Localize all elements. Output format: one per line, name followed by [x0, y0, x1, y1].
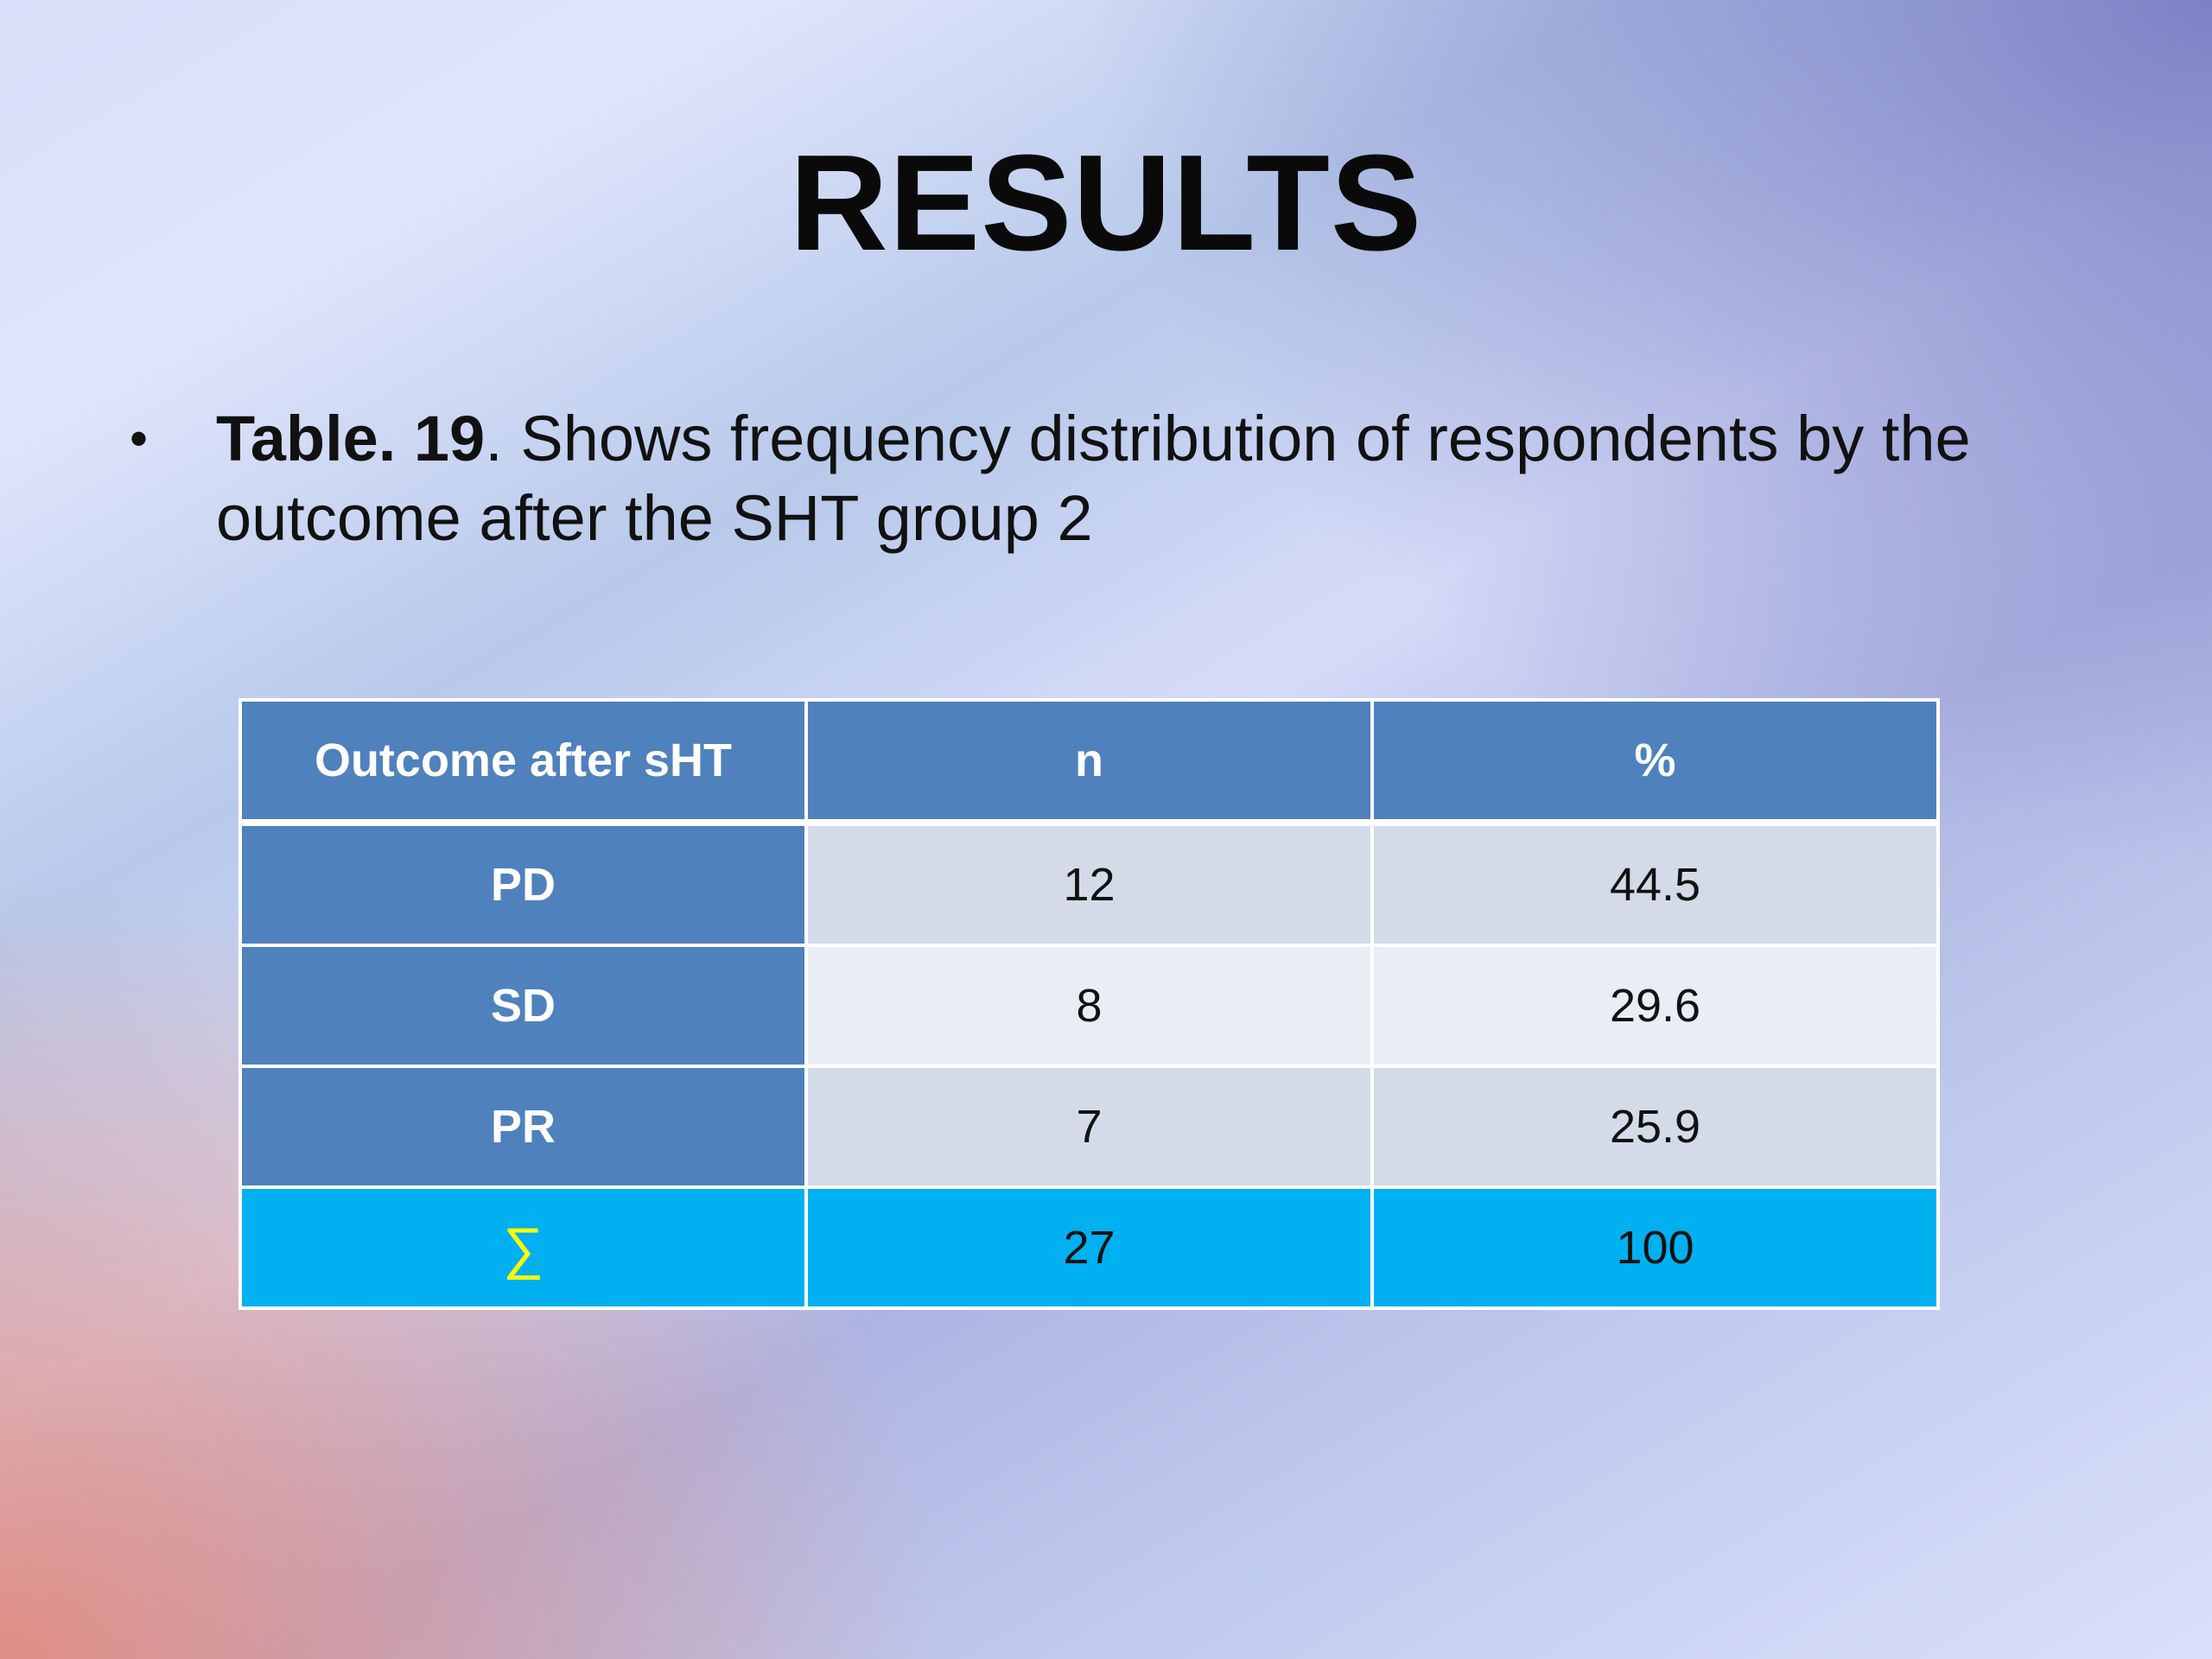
- row-n-value: 8: [804, 944, 1374, 1068]
- bullet-marker: •: [130, 410, 149, 467]
- total-percent-value: 100: [1370, 1185, 1940, 1310]
- bullet-text: Table. 19. Shows frequency distribution …: [216, 399, 2100, 558]
- table-caption: . Shows frequency distribution of respon…: [216, 403, 1971, 554]
- header-percent: %: [1370, 698, 1940, 826]
- outcome-table: Outcome after sHT n % PD 12 44.5 SD 8 29…: [238, 698, 1940, 1310]
- table-row: PR 7 25.9: [238, 1065, 1940, 1189]
- row-percent-value: 29.6: [1370, 944, 1940, 1068]
- total-n-value: 27: [804, 1185, 1374, 1310]
- row-outcome-label: PD: [238, 821, 808, 947]
- table-header-row: Outcome after sHT n %: [238, 698, 1940, 826]
- table-total-row: ∑ 27 100: [238, 1185, 1940, 1310]
- row-n-value: 12: [804, 821, 1374, 947]
- row-outcome-label: SD: [238, 944, 808, 1068]
- table-row: PD 12 44.5: [238, 821, 1940, 947]
- row-n-value: 7: [804, 1065, 1374, 1189]
- bullet-item: • Table. 19. Shows frequency distributio…: [130, 399, 2100, 558]
- slide-title: RESULTS: [789, 127, 1423, 279]
- header-n: n: [804, 698, 1374, 826]
- table-row: SD 8 29.6: [238, 944, 1940, 1068]
- sum-symbol: ∑: [238, 1185, 808, 1310]
- row-percent-value: 25.9: [1370, 1065, 1940, 1189]
- header-outcome: Outcome after sHT: [238, 698, 808, 826]
- table-reference: Table. 19: [216, 403, 486, 474]
- row-percent-value: 44.5: [1370, 821, 1940, 947]
- row-outcome-label: PR: [238, 1065, 808, 1189]
